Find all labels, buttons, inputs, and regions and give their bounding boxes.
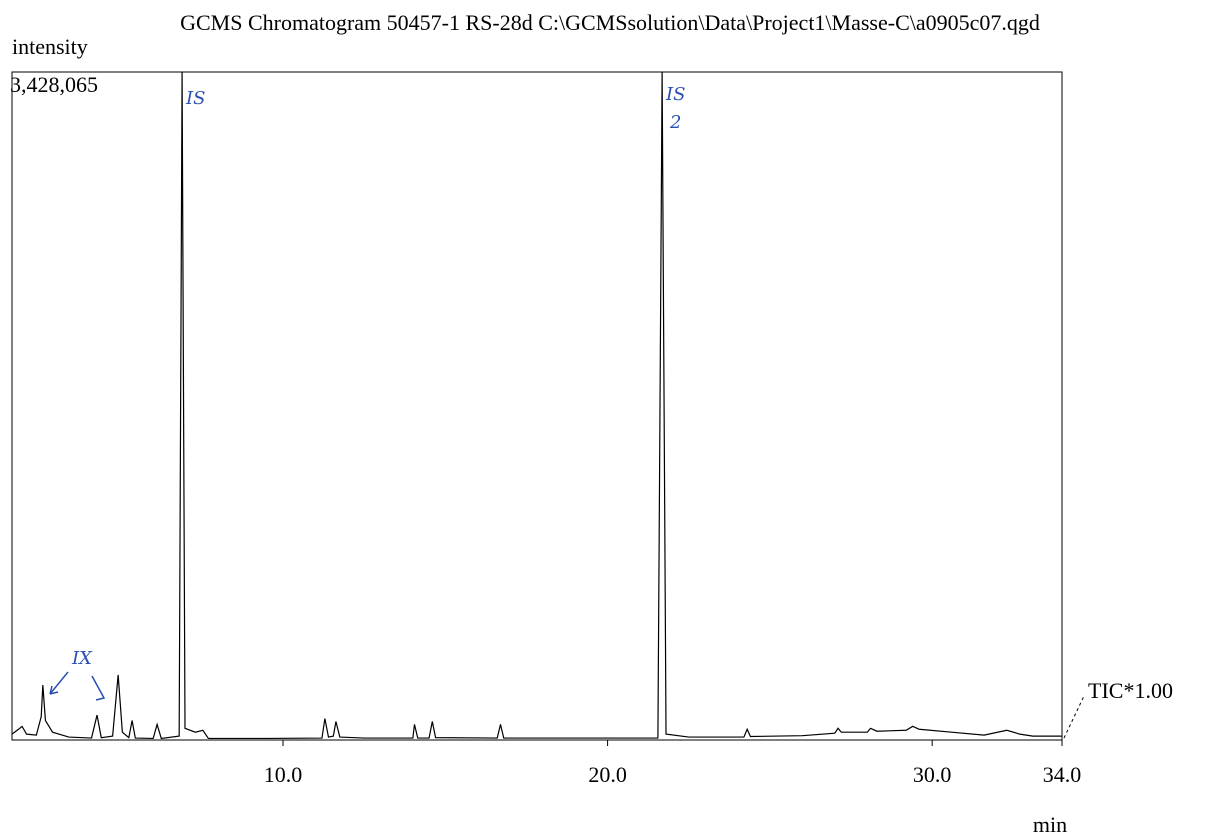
- x-axis-label: min: [1033, 812, 1067, 837]
- x-tick-label: 10.0: [264, 762, 303, 787]
- x-tick-label: 20.0: [588, 762, 627, 787]
- plot-area: [12, 72, 1062, 740]
- series-label-leader: [1063, 695, 1085, 739]
- legend-label: TIC*1.00: [1088, 678, 1173, 703]
- annotation: IS: [185, 88, 205, 109]
- x-tick-label: 34.0: [1043, 762, 1082, 787]
- series-line: [12, 72, 1062, 740]
- chart-title: GCMS Chromatogram 50457-1 RS-28d C:\GCMS…: [180, 10, 1040, 35]
- y-tick-label: 3,428,065: [10, 72, 98, 97]
- x-tick-label: 30.0: [913, 762, 952, 787]
- annotation: IS: [665, 84, 685, 105]
- annotation: IX: [71, 648, 93, 669]
- y-axis-label: intensity: [12, 34, 88, 59]
- handwritten-arrows: [49, 671, 106, 701]
- annotation: 2: [669, 112, 681, 133]
- plot-frame: [11, 71, 1063, 741]
